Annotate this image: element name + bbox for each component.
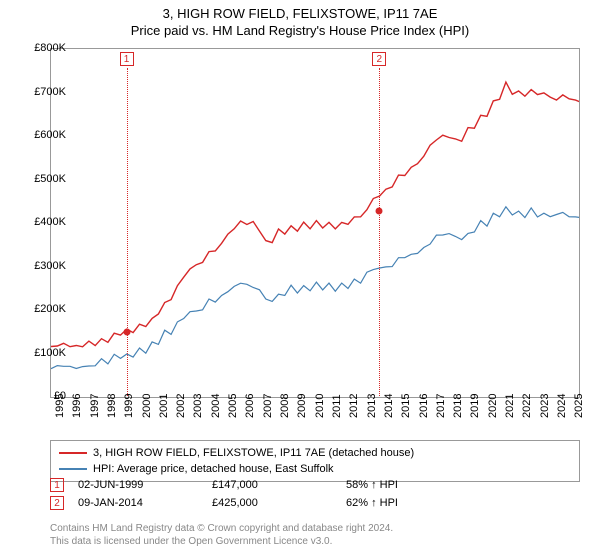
x-axis-label: 1997	[89, 394, 101, 418]
sale-price-2: £425,000	[212, 497, 332, 509]
footnote-line-1: Contains HM Land Registry data © Crown c…	[50, 522, 580, 535]
series-price_paid	[51, 82, 579, 347]
sale-marker-dot	[123, 329, 130, 336]
x-axis-label: 2001	[158, 394, 170, 418]
sale-marker-2: 2	[50, 496, 64, 510]
sale-date-1: 02-JUN-1999	[78, 479, 198, 491]
x-axis-label: 2014	[383, 394, 395, 418]
y-axis-label: £600K	[22, 129, 66, 141]
y-axis-label: £700K	[22, 86, 66, 98]
sale-marker-vline	[379, 68, 380, 396]
title-line-2: Price paid vs. HM Land Registry's House …	[0, 23, 600, 38]
legend-label-1: 3, HIGH ROW FIELD, FELIXSTOWE, IP11 7AE …	[93, 445, 414, 461]
x-axis-label: 2021	[504, 394, 516, 418]
x-axis-label: 2025	[573, 394, 585, 418]
chart-plot-area	[50, 48, 580, 398]
x-axis-label: 1999	[123, 394, 135, 418]
x-axis-label: 2022	[521, 394, 533, 418]
x-axis-label: 2003	[192, 394, 204, 418]
x-axis-label: 1996	[71, 394, 83, 418]
x-axis-label: 2016	[418, 394, 430, 418]
y-axis-label: £500K	[22, 173, 66, 185]
sales-table: 1 02-JUN-1999 £147,000 58% ↑ HPI 2 09-JA…	[50, 478, 580, 514]
x-axis-label: 2012	[348, 394, 360, 418]
legend-row: 3, HIGH ROW FIELD, FELIXSTOWE, IP11 7AE …	[59, 445, 571, 461]
x-axis-label: 2010	[314, 394, 326, 418]
sale-pct-1: 58% ↑ HPI	[346, 479, 466, 491]
x-axis-label: 2008	[279, 394, 291, 418]
x-axis-label: 2005	[227, 394, 239, 418]
x-axis-label: 2002	[175, 394, 187, 418]
sale-date-2: 09-JAN-2014	[78, 497, 198, 509]
sale-marker-dot	[376, 208, 383, 215]
x-axis-label: 2013	[366, 394, 378, 418]
x-axis-label: 2007	[262, 394, 274, 418]
chart-svg	[51, 49, 579, 397]
sale-row: 2 09-JAN-2014 £425,000 62% ↑ HPI	[50, 496, 580, 510]
y-axis-label: £300K	[22, 260, 66, 272]
sale-marker-box: 2	[372, 52, 386, 66]
footnote-line-2: This data is licensed under the Open Gov…	[50, 535, 580, 548]
x-axis-label: 2004	[210, 394, 222, 418]
sale-price-1: £147,000	[212, 479, 332, 491]
x-axis-label: 2009	[296, 394, 308, 418]
x-axis-label: 2024	[556, 394, 568, 418]
sale-marker-box: 1	[120, 52, 134, 66]
x-axis-label: 2023	[539, 394, 551, 418]
footnote: Contains HM Land Registry data © Crown c…	[50, 522, 580, 548]
sale-pct-2: 62% ↑ HPI	[346, 497, 466, 509]
legend-swatch-1	[59, 452, 87, 454]
series-hpi	[51, 207, 579, 369]
y-axis-label: £200K	[22, 303, 66, 315]
sale-marker-vline	[127, 68, 128, 396]
x-axis-label: 2017	[435, 394, 447, 418]
sale-marker-1: 1	[50, 478, 64, 492]
y-axis-label: £400K	[22, 216, 66, 228]
legend-label-2: HPI: Average price, detached house, East…	[93, 461, 334, 477]
x-axis-label: 2015	[400, 394, 412, 418]
y-axis-label: £800K	[22, 42, 66, 54]
x-axis-label: 1998	[106, 394, 118, 418]
legend-box: 3, HIGH ROW FIELD, FELIXSTOWE, IP11 7AE …	[50, 440, 580, 482]
y-axis-label: £100K	[22, 347, 66, 359]
x-axis-label: 2018	[452, 394, 464, 418]
x-axis-label: 2020	[487, 394, 499, 418]
sale-row: 1 02-JUN-1999 £147,000 58% ↑ HPI	[50, 478, 580, 492]
x-axis-label: 2019	[469, 394, 481, 418]
legend-row: HPI: Average price, detached house, East…	[59, 461, 571, 477]
x-axis-label: 2006	[244, 394, 256, 418]
x-axis-label: 2000	[141, 394, 153, 418]
x-axis-label: 1995	[54, 394, 66, 418]
legend-swatch-2	[59, 468, 87, 470]
title-line-1: 3, HIGH ROW FIELD, FELIXSTOWE, IP11 7AE	[0, 6, 600, 21]
x-axis-label: 2011	[331, 394, 343, 418]
